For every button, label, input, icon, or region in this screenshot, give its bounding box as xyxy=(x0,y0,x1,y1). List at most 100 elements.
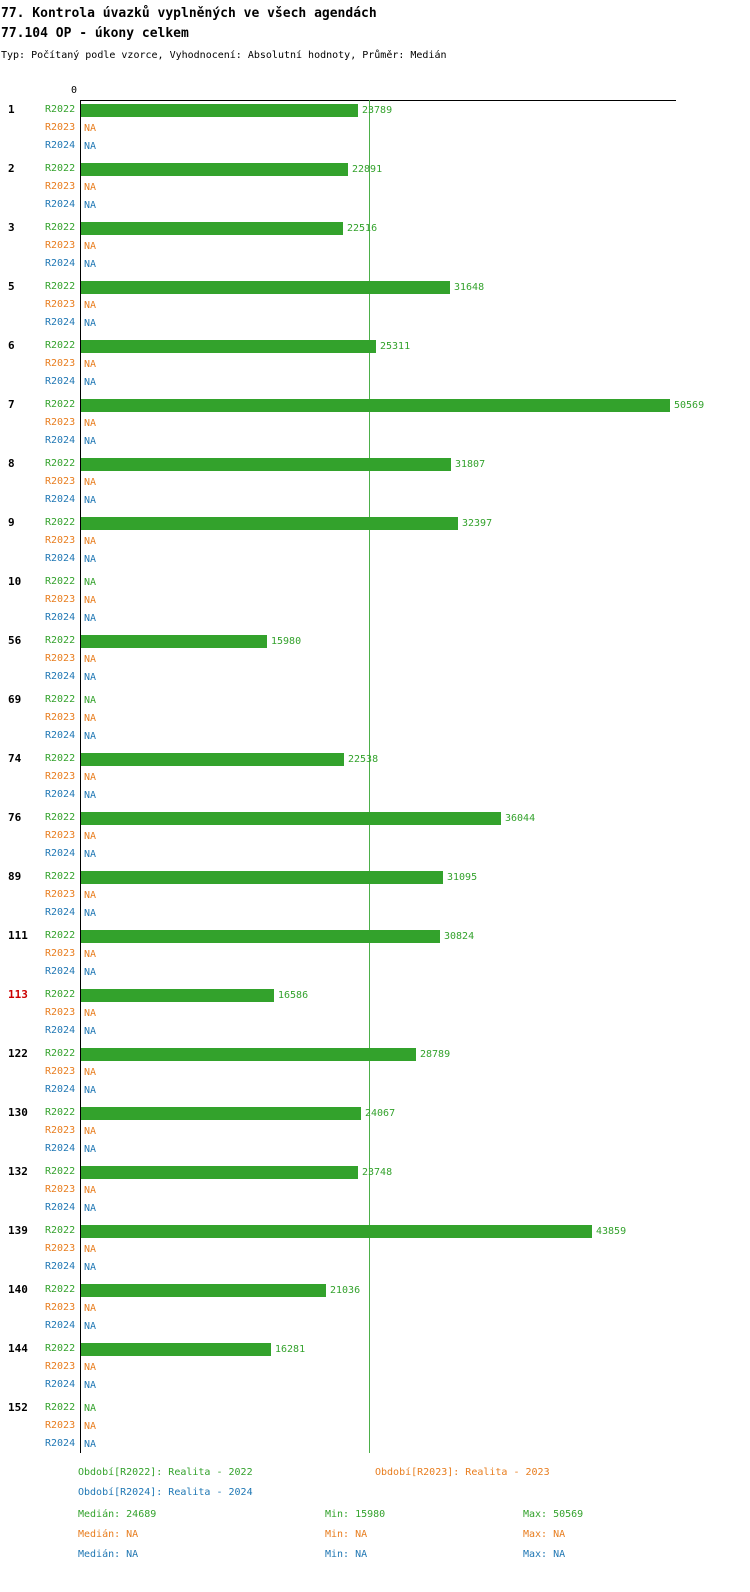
bar-area: NA xyxy=(81,827,750,845)
na-value: NA xyxy=(84,258,97,270)
bar-group: 1 R2022 23789 R2023 NA R2024 NA xyxy=(0,101,750,155)
group-id: 144 xyxy=(8,1342,28,1355)
group-id: 76 xyxy=(8,811,22,824)
na-value: NA xyxy=(84,1302,97,1314)
bar xyxy=(81,634,267,648)
bar-area: NA xyxy=(81,691,750,709)
stat-median-r2022: Medián: 24689 xyxy=(78,1509,157,1520)
series-row: R2023 NA xyxy=(0,768,750,786)
series-label: R2023 xyxy=(45,358,76,369)
bar-area: NA xyxy=(81,1199,750,1217)
bar-area: NA xyxy=(81,1258,750,1276)
group-id: 89 xyxy=(8,870,22,883)
bar-area: NA xyxy=(81,1140,750,1158)
bar xyxy=(81,752,344,766)
bar xyxy=(81,457,451,471)
bar-group: 2 R2022 22891 R2023 NA R2024 NA xyxy=(0,160,750,214)
na-value: NA xyxy=(84,730,97,742)
na-value: NA xyxy=(84,612,97,624)
group-id: 122 xyxy=(8,1047,28,1060)
series-label: R2022 xyxy=(45,1225,76,1236)
na-value: NA xyxy=(84,358,97,370)
series-label: R2023 xyxy=(45,1184,76,1195)
series-label: R2024 xyxy=(45,494,76,505)
group-id: 132 xyxy=(8,1165,28,1178)
series-label: R2024 xyxy=(45,848,76,859)
bar-area: NA xyxy=(81,609,750,627)
group-id: 10 xyxy=(8,575,22,588)
stat-median-r2023: Medián: NA xyxy=(78,1529,139,1540)
bar-area: 30824 xyxy=(81,927,750,945)
series-label: R2023 xyxy=(45,417,76,428)
series-label: R2022 xyxy=(45,1284,76,1295)
series-label: R2022 xyxy=(45,340,76,351)
series-label: R2024 xyxy=(45,1025,76,1036)
bar-area: 15980 xyxy=(81,632,750,650)
bar-area: NA xyxy=(81,1122,750,1140)
na-value: NA xyxy=(84,1202,97,1214)
series-row: 152 R2022 NA xyxy=(0,1399,750,1417)
bar-group: 3 R2022 22516 R2023 NA R2024 NA xyxy=(0,219,750,273)
group-id: 113 xyxy=(8,988,28,1001)
bar-area: NA xyxy=(81,1317,750,1335)
bar xyxy=(81,811,501,825)
bar-area: NA xyxy=(81,1240,750,1258)
series-row: 74 R2022 22538 xyxy=(0,750,750,768)
series-row: 7 R2022 50569 xyxy=(0,396,750,414)
na-value: NA xyxy=(84,1066,97,1078)
bar-area: NA xyxy=(81,845,750,863)
na-value: NA xyxy=(84,948,97,960)
bar-area: NA xyxy=(81,119,750,137)
series-label: R2023 xyxy=(45,1361,76,1372)
bar-group: 89 R2022 31095 R2023 NA R2024 NA xyxy=(0,868,750,922)
bar-group: 139 R2022 43859 R2023 NA R2024 NA xyxy=(0,1222,750,1276)
na-value: NA xyxy=(84,240,97,252)
bar-area: NA xyxy=(81,786,750,804)
bar-value: 15980 xyxy=(271,635,302,647)
stat-min-r2024: Min: NA xyxy=(325,1549,368,1560)
series-row: R2023 NA xyxy=(0,650,750,668)
bar-area: NA xyxy=(81,1004,750,1022)
series-row: R2023 NA xyxy=(0,355,750,373)
bar-group: 152 R2022 NA R2023 NA R2024 NA xyxy=(0,1399,750,1453)
series-row: R2023 NA xyxy=(0,1181,750,1199)
series-row: R2023 NA xyxy=(0,886,750,904)
group-id: 139 xyxy=(8,1224,28,1237)
na-value: NA xyxy=(84,1361,97,1373)
bar-group: 140 R2022 21036 R2023 NA R2024 NA xyxy=(0,1281,750,1335)
bar-area: NA xyxy=(81,963,750,981)
bar-group: 6 R2022 25311 R2023 NA R2024 NA xyxy=(0,337,750,391)
na-value: NA xyxy=(84,376,97,388)
series-row: R2024 NA xyxy=(0,255,750,273)
series-label: R2023 xyxy=(45,476,76,487)
bar-value: 24067 xyxy=(365,1107,396,1119)
bar-area: NA xyxy=(81,945,750,963)
series-row: 6 R2022 25311 xyxy=(0,337,750,355)
series-row: R2024 NA xyxy=(0,1081,750,1099)
series-row: R2024 NA xyxy=(0,668,750,686)
series-row: R2023 NA xyxy=(0,945,750,963)
series-row: R2023 NA xyxy=(0,178,750,196)
group-id: 111 xyxy=(8,929,28,942)
group-id: 9 xyxy=(8,516,15,529)
bar-group: 122 R2022 28789 R2023 NA R2024 NA xyxy=(0,1045,750,1099)
bar xyxy=(81,1165,358,1179)
series-label: R2023 xyxy=(45,653,76,664)
bar-area: 31095 xyxy=(81,868,750,886)
bar-area: 50569 xyxy=(81,396,750,414)
stat-min-r2022: Min: 15980 xyxy=(325,1509,386,1520)
series-row: R2023 NA xyxy=(0,591,750,609)
bar-area: 22538 xyxy=(81,750,750,768)
bar xyxy=(81,1224,592,1238)
bar-area: NA xyxy=(81,904,750,922)
chart-title: 77. Kontrola úvazků vyplněných ve všech … xyxy=(1,6,377,21)
stat-max-r2024: Max: NA xyxy=(523,1549,566,1560)
na-value: NA xyxy=(84,966,97,978)
series-label: R2024 xyxy=(45,789,76,800)
bar xyxy=(81,988,274,1002)
series-label: R2022 xyxy=(45,694,76,705)
bar-area: 22891 xyxy=(81,160,750,178)
na-value: NA xyxy=(84,907,97,919)
bar-area: 21036 xyxy=(81,1281,750,1299)
